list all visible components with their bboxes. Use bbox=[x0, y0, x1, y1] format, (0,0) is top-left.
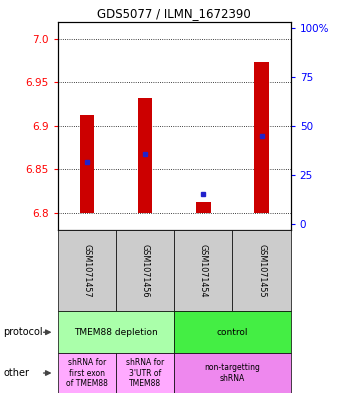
Text: shRNA for
3'UTR of
TMEM88: shRNA for 3'UTR of TMEM88 bbox=[126, 358, 164, 388]
Text: TMEM88 depletion: TMEM88 depletion bbox=[74, 328, 158, 337]
Bar bbox=[196, 202, 211, 213]
Text: other: other bbox=[3, 368, 29, 378]
Bar bbox=[80, 116, 94, 213]
Text: non-targetting
shRNA: non-targetting shRNA bbox=[205, 363, 260, 383]
Bar bbox=[138, 98, 152, 213]
Text: GSM1071455: GSM1071455 bbox=[257, 244, 266, 298]
Text: control: control bbox=[217, 328, 248, 337]
Text: GSM1071454: GSM1071454 bbox=[199, 244, 208, 298]
Text: shRNA for
first exon
of TMEM88: shRNA for first exon of TMEM88 bbox=[66, 358, 108, 388]
Text: GSM1071457: GSM1071457 bbox=[82, 244, 91, 298]
Bar bbox=[254, 62, 269, 213]
Text: GSM1071456: GSM1071456 bbox=[141, 244, 150, 298]
Text: protocol: protocol bbox=[3, 327, 43, 337]
Title: GDS5077 / ILMN_1672390: GDS5077 / ILMN_1672390 bbox=[97, 7, 251, 20]
